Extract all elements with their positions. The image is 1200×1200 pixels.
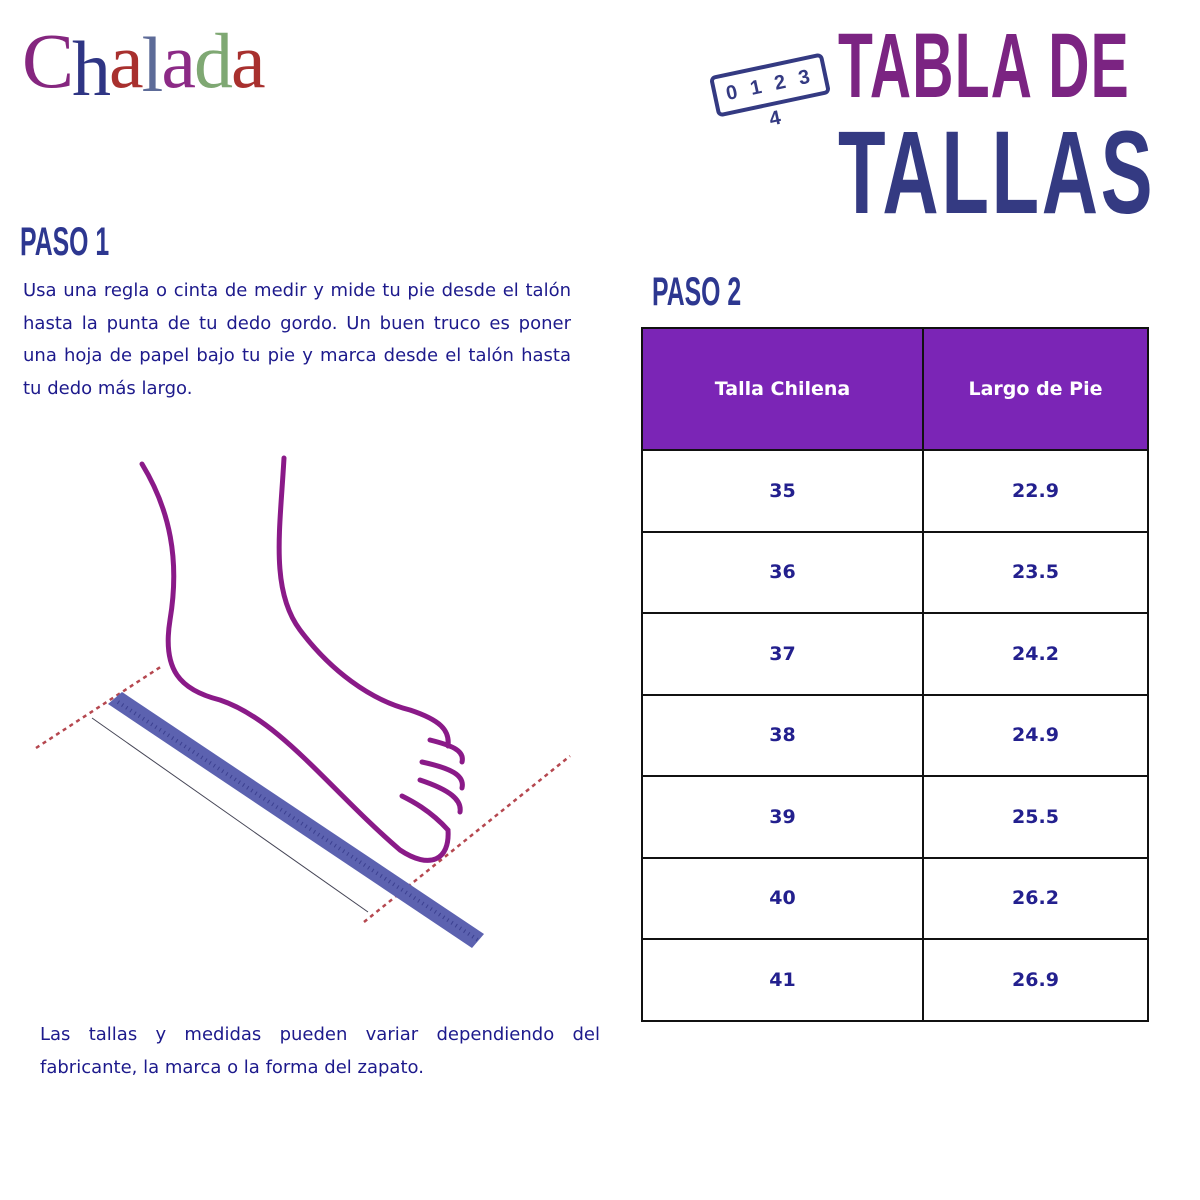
table-row: 37 24.2 bbox=[641, 612, 1149, 696]
heel-guide-line bbox=[35, 664, 163, 750]
size-table: Talla Chilena Largo de Pie 35 22.9 36 23.5… bbox=[641, 327, 1149, 1022]
size-cell: 40 bbox=[641, 856, 924, 940]
measurement-arrow bbox=[91, 717, 369, 913]
logo-letter: d bbox=[193, 17, 233, 104]
page-title: TABLA DE TALLAS bbox=[838, 15, 1156, 239]
header-talla-chilena: Talla Chilena bbox=[641, 327, 924, 451]
length-cell: 26.2 bbox=[922, 856, 1149, 940]
step2-heading: PASO 2 bbox=[652, 270, 742, 314]
length-cell: 23.5 bbox=[922, 530, 1149, 614]
title-line2: TALLAS bbox=[838, 107, 1156, 239]
step1-text: Usa una regla o cinta de medir y mide tu… bbox=[23, 280, 571, 399]
logo-letter: a bbox=[109, 17, 144, 104]
size-cell: 38 bbox=[641, 693, 924, 777]
chalada-logo: Chalada bbox=[22, 17, 266, 108]
logo-letter: C bbox=[22, 17, 74, 104]
toe-guide-line bbox=[363, 755, 571, 923]
header-largo-de-pie: Largo de Pie bbox=[922, 327, 1149, 451]
logo-letter: l bbox=[141, 21, 164, 108]
ruler-icon bbox=[108, 692, 484, 948]
table-row: 35 22.9 bbox=[641, 449, 1149, 533]
size-cell: 37 bbox=[641, 612, 924, 696]
table-header-row: Talla Chilena Largo de Pie bbox=[641, 327, 1149, 451]
foot-outline bbox=[139, 455, 465, 863]
length-cell: 26.9 bbox=[922, 938, 1149, 1022]
length-cell: 25.5 bbox=[922, 775, 1149, 859]
title-line1: TABLA DE bbox=[838, 15, 1130, 117]
logo-letter: a bbox=[230, 17, 266, 104]
ruler-ticks bbox=[116, 700, 480, 942]
size-cell: 36 bbox=[641, 530, 924, 614]
length-cell: 24.9 bbox=[922, 693, 1149, 777]
size-cell: 41 bbox=[641, 938, 924, 1022]
disclaimer-note: Las tallas y medidas pueden variar depen… bbox=[40, 1024, 600, 1078]
size-cell: 39 bbox=[641, 775, 924, 859]
logo-letter: h bbox=[72, 25, 111, 112]
table-row: 38 24.9 bbox=[641, 693, 1149, 777]
table-row: 36 23.5 bbox=[641, 530, 1149, 614]
size-cell: 35 bbox=[641, 449, 924, 533]
length-cell: 24.2 bbox=[922, 612, 1149, 696]
step1-heading: PASO 1 bbox=[20, 220, 110, 264]
table-row: 39 25.5 bbox=[641, 775, 1149, 859]
length-cell: 22.9 bbox=[922, 449, 1149, 533]
ruler-icon: 0 1 2 3 4 bbox=[708, 52, 832, 131]
table-row: 40 26.2 bbox=[641, 856, 1149, 940]
logo-letter: a bbox=[161, 17, 196, 104]
table-row: 41 26.9 bbox=[641, 938, 1149, 1022]
foot-measure-illustration bbox=[35, 455, 571, 948]
